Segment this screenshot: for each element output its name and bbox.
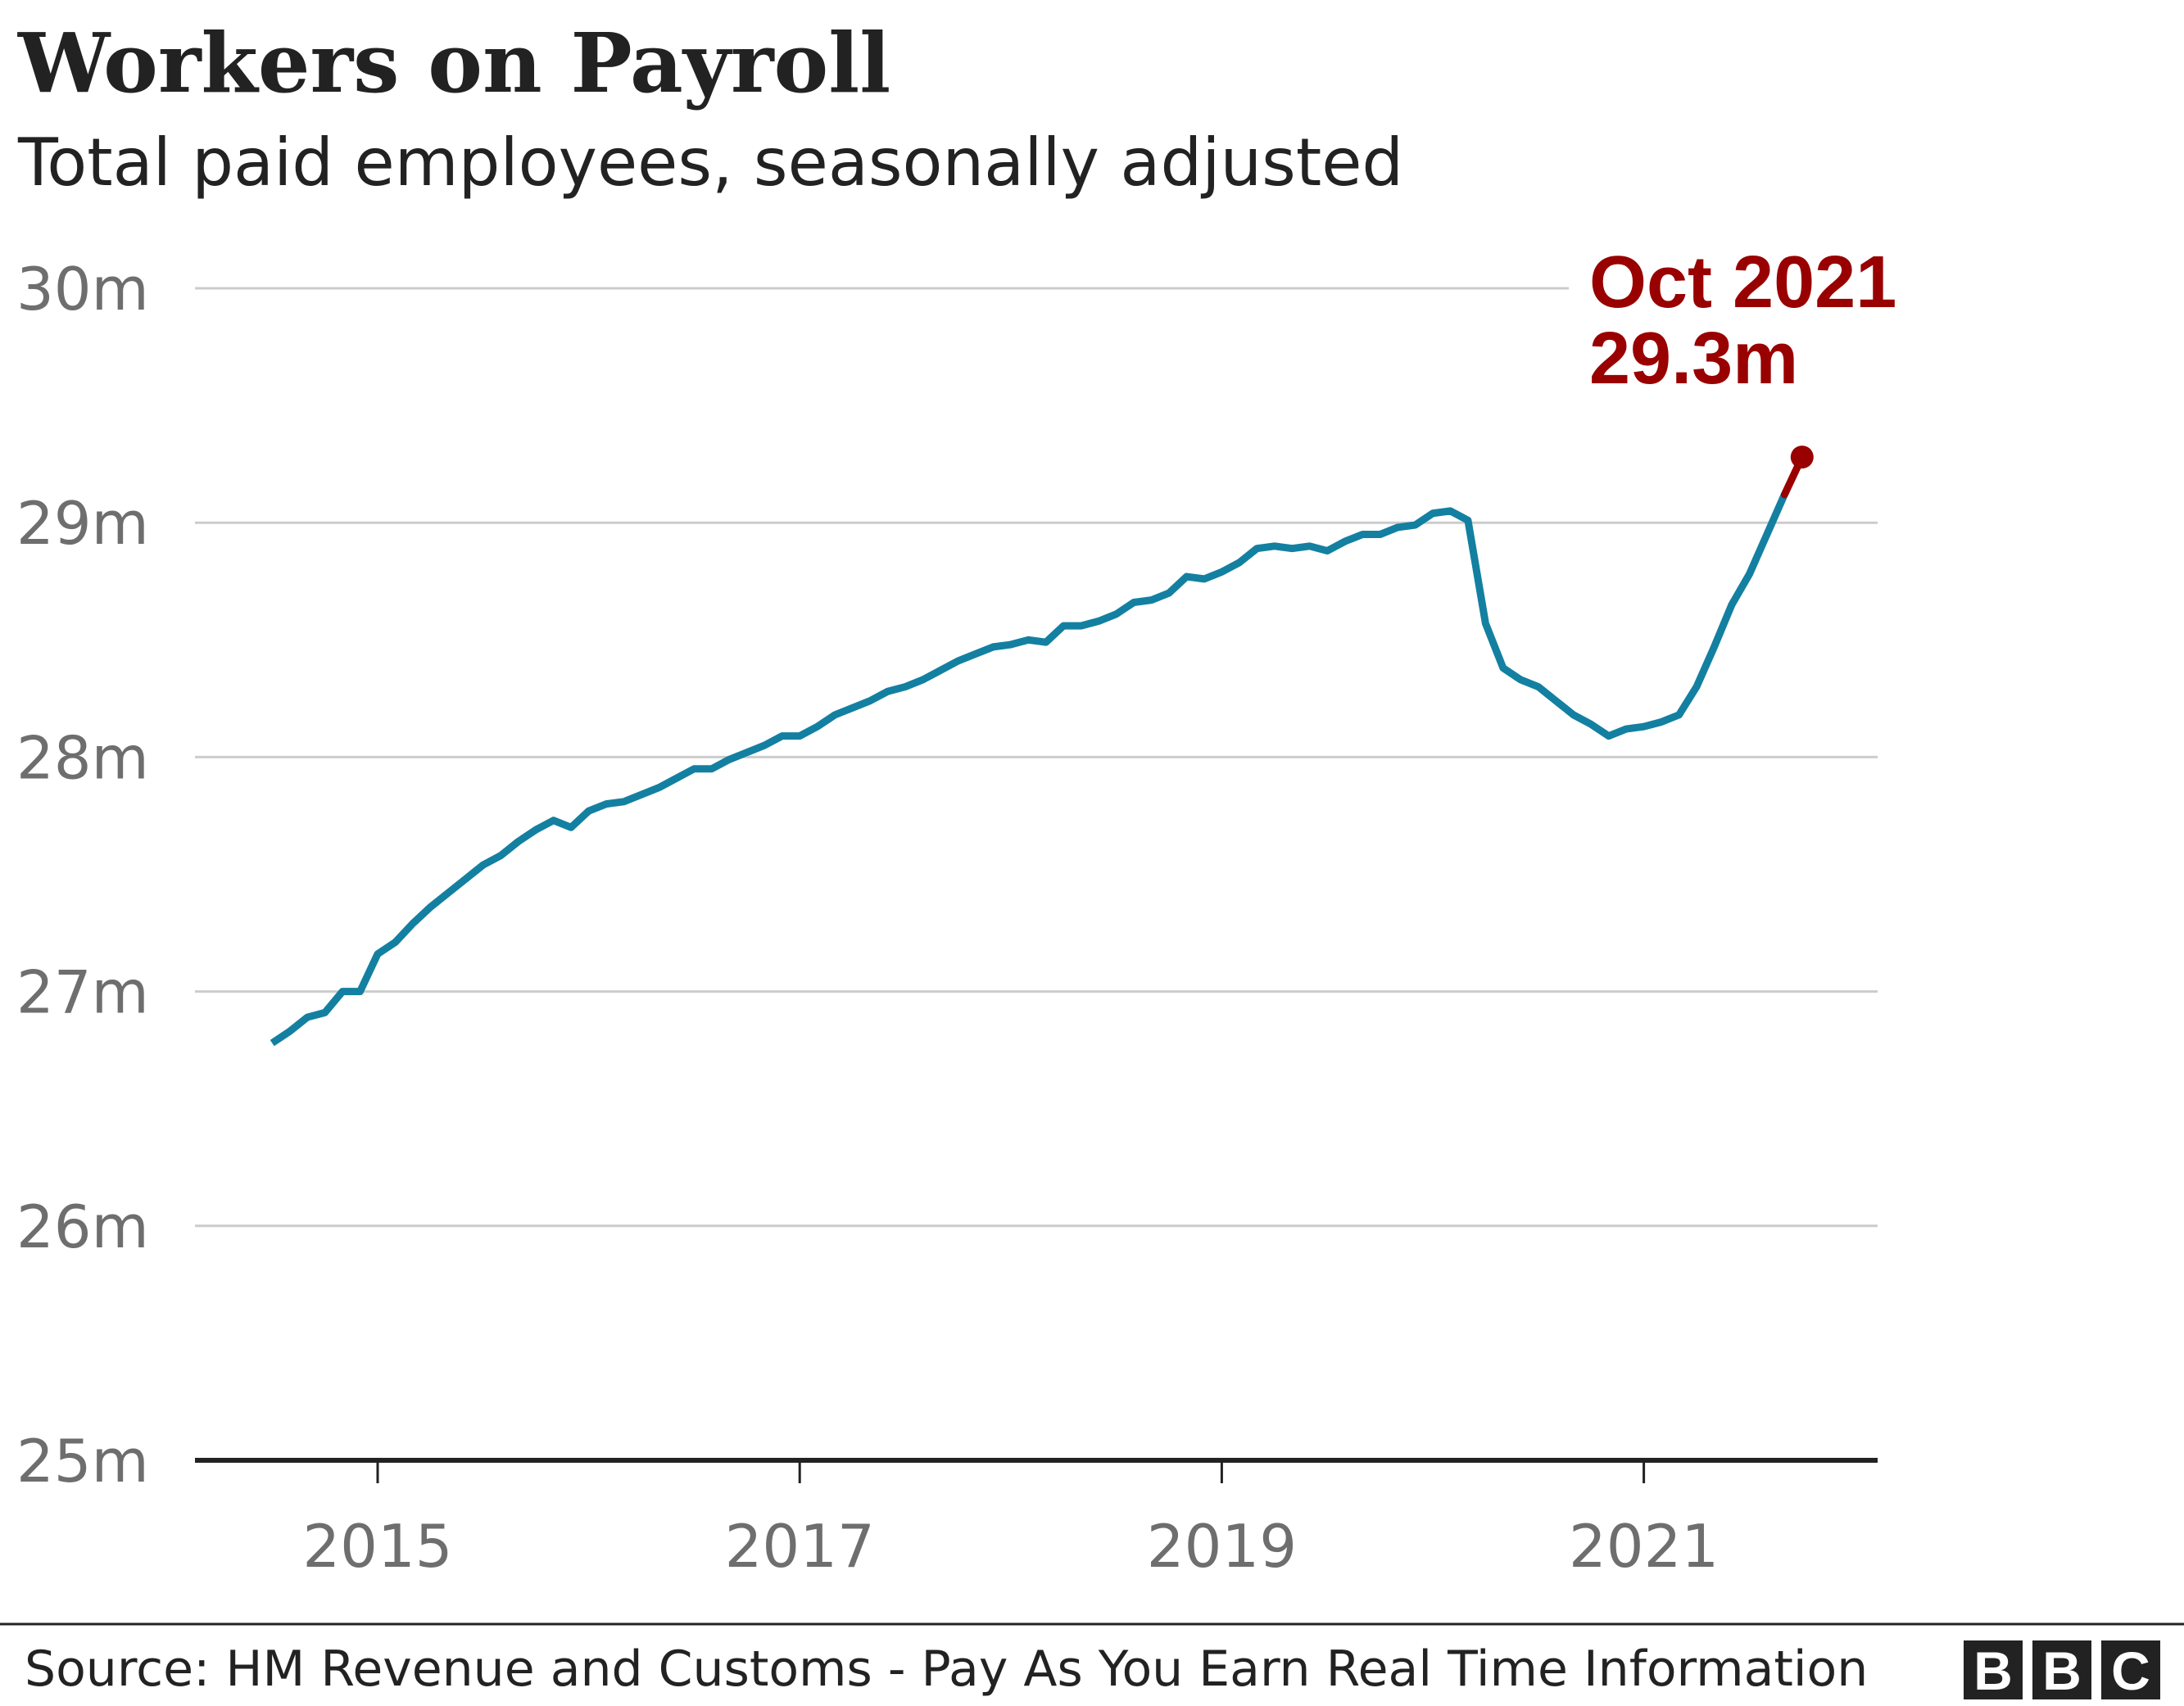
y-tick-label: 27m bbox=[16, 958, 149, 1027]
svg-text:B: B bbox=[2042, 1640, 2082, 1701]
chart-title: Workers on Payroll bbox=[17, 15, 890, 111]
annotation-value: 29.3m bbox=[1589, 318, 1798, 400]
x-tick-label: 2017 bbox=[725, 1512, 875, 1581]
x-tick-label: 2015 bbox=[302, 1512, 452, 1581]
latest-point bbox=[1790, 446, 1814, 469]
annotation-date: Oct 2021 bbox=[1589, 242, 1896, 324]
y-tick-label: 30m bbox=[16, 255, 149, 324]
chart-subtitle: Total paid employees, seasonally adjuste… bbox=[17, 124, 1403, 201]
svg-text:C: C bbox=[2111, 1640, 2150, 1701]
x-tick-label: 2021 bbox=[1569, 1512, 1719, 1581]
x-tick-label: 2019 bbox=[1147, 1512, 1297, 1581]
y-tick-label: 28m bbox=[16, 723, 149, 792]
y-tick-label: 29m bbox=[16, 489, 149, 558]
x-axis-ticks: 2015 2017 2019 2021 bbox=[302, 1460, 1719, 1581]
bbc-logo: B B C bbox=[1964, 1640, 2160, 1701]
series-line bbox=[270, 446, 1814, 1047]
source-text: Source: HM Revenue and Customs - Pay As … bbox=[25, 1640, 1868, 1698]
y-axis-ticks: 25m 26m 27m 28m 29m 30m bbox=[16, 255, 149, 1496]
svg-text:B: B bbox=[1973, 1640, 2013, 1701]
series-path bbox=[270, 493, 1788, 1047]
y-tick-label: 25m bbox=[16, 1427, 149, 1496]
gridlines bbox=[195, 287, 1878, 1463]
y-tick-label: 26m bbox=[16, 1192, 149, 1261]
